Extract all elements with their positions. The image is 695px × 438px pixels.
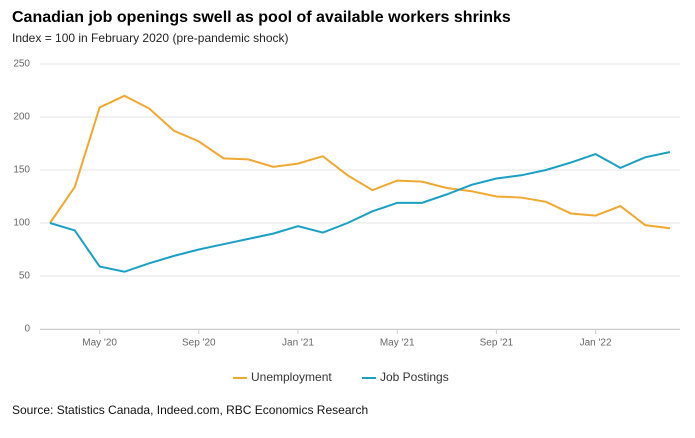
legend-label: Job Postings (380, 370, 449, 384)
x-tick-label: Jan '22 (580, 338, 612, 349)
x-tick-label: May '21 (380, 338, 415, 349)
y-tick-label: 250 (13, 59, 30, 70)
x-tick-label: Sep '21 (480, 338, 514, 349)
y-tick-label: 200 (13, 112, 30, 123)
series-line (49, 151, 671, 273)
y-tick-label: 100 (13, 218, 30, 229)
chart-subtitle: Index = 100 in February 2020 (pre-pandem… (12, 31, 289, 45)
series-line (49, 94, 671, 230)
x-tick-label: Jan '21 (282, 338, 314, 349)
x-tick-label: Sep '20 (182, 338, 216, 349)
chart-title: Canadian job openings swell as pool of a… (12, 9, 511, 26)
y-tick-label: 0 (24, 324, 30, 335)
y-tick-label: 50 (19, 271, 31, 282)
y-tick-label: 150 (13, 165, 30, 176)
x-tick-label: May '20 (82, 338, 117, 349)
legend-label: Unemployment (251, 370, 332, 384)
source: Source: Statistics Canada, Indeed.com, R… (12, 403, 368, 417)
